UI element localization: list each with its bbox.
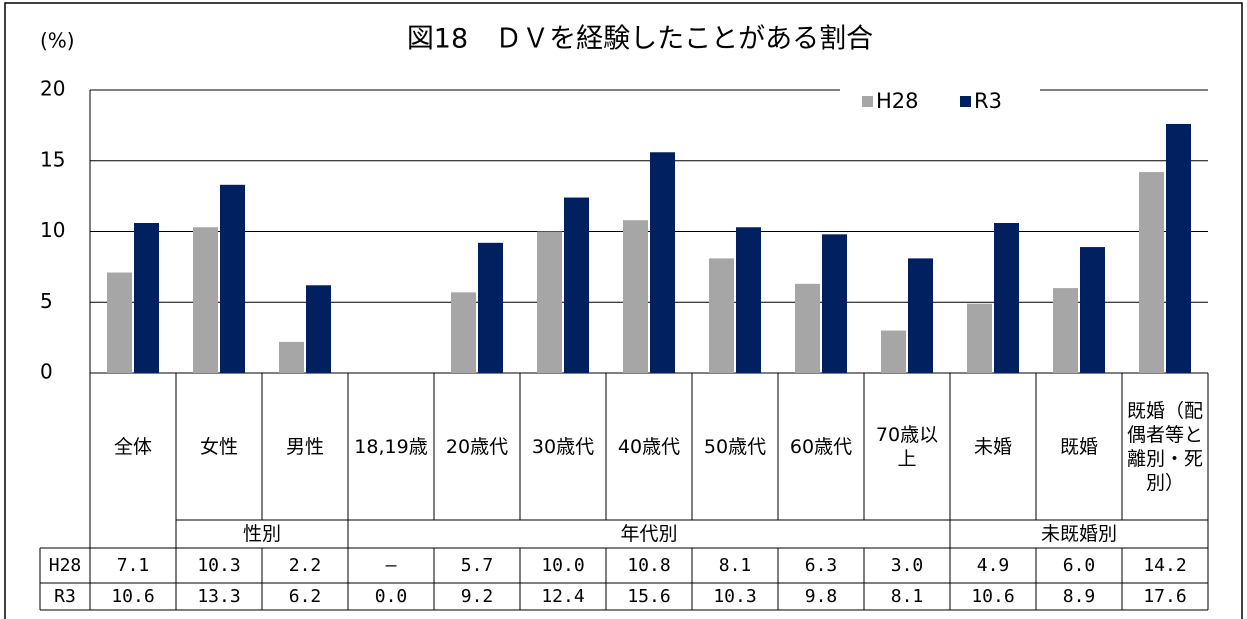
bar (306, 285, 331, 373)
value-label: 8.9 (1062, 585, 1096, 607)
legend-box (840, 86, 1040, 116)
category-label: 18,19歳 (354, 435, 428, 458)
bar (1080, 247, 1105, 373)
value-label: 17.6 (1143, 585, 1187, 607)
value-label: 9.2 (460, 585, 494, 607)
value-label: 10.0 (541, 554, 585, 576)
category-label: 70歳以上 (875, 423, 939, 470)
category-label: 全体 (113, 435, 152, 458)
bar (623, 220, 648, 373)
legend-label: R3 (974, 89, 1002, 113)
category-label: 30歳代 (531, 435, 595, 458)
value-label: 12.4 (541, 585, 585, 607)
y-tick-label: 0 (40, 360, 53, 384)
group-label: 年代別 (620, 523, 678, 545)
value-label: 10.3 (713, 585, 757, 607)
chart-title: 図18 ＤＶを経験したことがある割合 (407, 24, 873, 55)
bar (908, 258, 933, 373)
value-label: 5.7 (460, 554, 494, 576)
category-label: 男性 (285, 435, 324, 458)
legend-swatch (862, 96, 873, 107)
category-label: 未婚 (973, 435, 1012, 458)
bar (478, 242, 503, 373)
bar (1139, 172, 1164, 373)
legend-swatch (960, 96, 971, 107)
y-tick-label: 5 (40, 289, 53, 313)
value-label: 2.2 (288, 554, 322, 576)
frame (4, 2, 1243, 619)
value-label: 8.1 (890, 585, 924, 607)
value-label: 0.0 (374, 585, 408, 607)
value-label: 10.6 (971, 585, 1015, 607)
bar (881, 330, 906, 373)
value-label: 14.2 (1143, 554, 1187, 576)
bar (650, 152, 675, 373)
y-tick-label: 20 (40, 77, 65, 101)
value-label: 7.1 (116, 554, 150, 576)
bar (967, 303, 992, 373)
value-label: 13.3 (197, 585, 241, 607)
bar (795, 283, 820, 373)
bar (822, 234, 847, 373)
category-label: 既婚 (1059, 435, 1098, 458)
bar (193, 227, 218, 373)
bar (994, 223, 1019, 373)
value-label: 10.8 (627, 554, 671, 576)
y-tick-label: 15 (40, 147, 65, 171)
bar (1166, 123, 1191, 374)
y-unit: (%) (40, 29, 75, 53)
value-label: 15.6 (627, 585, 671, 607)
value-label: 6.2 (288, 585, 322, 607)
bar (736, 227, 761, 373)
value-label: — (385, 554, 397, 576)
row-label: H28 (48, 554, 82, 576)
bar (220, 184, 245, 373)
category-label: 20歳代 (445, 435, 509, 458)
value-label: 8.1 (718, 554, 752, 576)
legend-label: H28 (876, 89, 919, 113)
category-label: 60歳代 (789, 435, 853, 458)
value-label: 10.3 (197, 554, 241, 576)
bar (564, 197, 589, 373)
category-label: 既婚（配偶者等と離別・死別） (1126, 399, 1203, 494)
bar (451, 292, 476, 373)
value-label: 4.9 (976, 554, 1010, 576)
bar (107, 272, 132, 373)
bar (709, 258, 734, 373)
bar (279, 341, 304, 373)
value-label: 10.6 (111, 585, 155, 607)
category-label: 40歳代 (617, 435, 681, 458)
group-label: 未既婚別 (1040, 523, 1117, 545)
category-label: 女性 (199, 435, 238, 458)
value-label: 6.3 (804, 554, 838, 576)
value-label: 9.8 (804, 585, 838, 607)
row-label: R3 (54, 585, 76, 607)
bar (1053, 288, 1078, 373)
y-tick-label: 10 (40, 218, 65, 242)
bar (134, 223, 159, 373)
category-label: 50歳代 (703, 435, 767, 458)
group-label: 性別 (242, 523, 281, 545)
value-label: 6.0 (1062, 554, 1096, 576)
value-label: 3.0 (890, 554, 924, 576)
bar (537, 231, 562, 373)
